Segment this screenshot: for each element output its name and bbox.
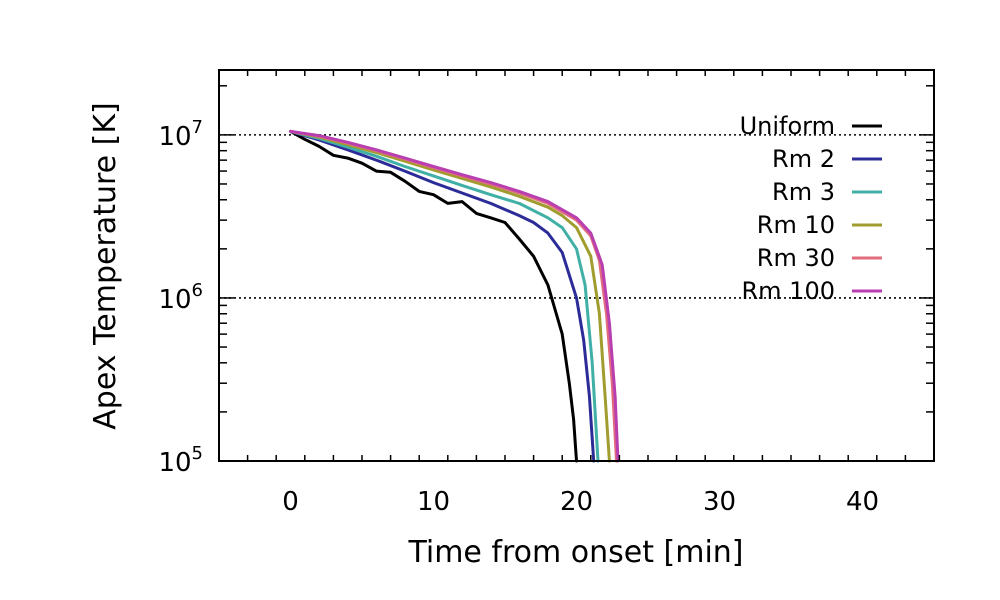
y-tick-label: 105 [158, 443, 203, 478]
x-tick-label: 0 [282, 487, 299, 517]
legend-label: Rm 100 [742, 277, 836, 305]
legend-label: Rm 2 [772, 145, 835, 173]
y-tick-label: 107 [158, 117, 203, 152]
series-line-rm-10 [289, 129, 611, 463]
y-tick-label: 106 [158, 280, 203, 315]
x-tick-label: 20 [560, 487, 593, 517]
legend-label: Rm 10 [757, 211, 835, 239]
series-line-rm-2 [289, 129, 596, 463]
y-axis-title: Apex Temperature [K] [88, 102, 123, 429]
legend-label: Rm 30 [757, 244, 835, 272]
x-tick-label: 10 [417, 487, 450, 517]
x-axis-title: Time from onset [min] [407, 535, 743, 570]
y-tick-labels: 105 106 107 [158, 117, 203, 478]
series-line-rm-30 [289, 129, 618, 463]
legend-label: Uniform [740, 112, 835, 140]
series-line-uniform [289, 129, 578, 463]
reference-lines [219, 134, 934, 299]
plot-frame [218, 69, 935, 462]
series-line-rm-100 [289, 129, 620, 463]
series-line-rm-3 [289, 129, 600, 463]
legend-label: Rm 3 [772, 178, 835, 206]
x-tick-labels: 0 10 20 30 40 [282, 487, 879, 517]
x-tick-label: 40 [846, 487, 879, 517]
series-lines [289, 129, 620, 463]
legend: Uniform Rm 2 Rm 3 Rm 10 Rm 30 Rm 100 [740, 112, 882, 305]
x-tick-label: 30 [703, 487, 736, 517]
